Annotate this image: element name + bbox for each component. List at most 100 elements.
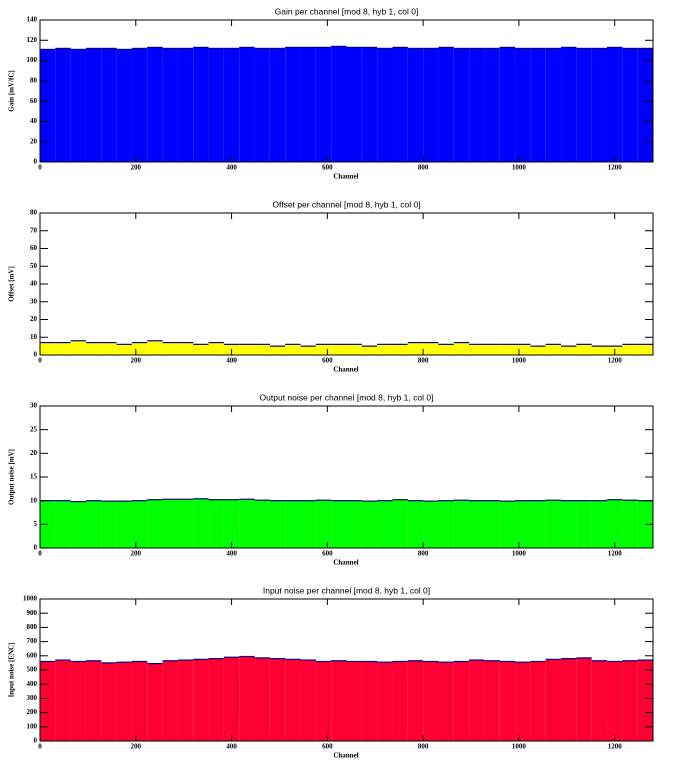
x-tick-label: 200 — [131, 164, 142, 172]
histogram-bar — [315, 500, 332, 548]
histogram-bar — [377, 500, 393, 548]
y-tick-label: 20 — [30, 315, 38, 323]
histogram-bar — [269, 658, 286, 741]
x-tick-label: 1000 — [512, 743, 527, 751]
histogram-bar — [40, 342, 56, 355]
plot-frame — [39, 19, 654, 163]
x-tick-label: 400 — [226, 164, 237, 172]
histogram-bar — [223, 657, 240, 741]
histogram-bar — [361, 346, 378, 355]
histogram-bar — [147, 663, 163, 741]
histogram-bar — [254, 48, 270, 162]
x-tick-label: 200 — [131, 743, 142, 751]
histogram-bar — [116, 501, 132, 548]
histogram-bar — [147, 47, 163, 163]
histogram-bar — [131, 48, 148, 162]
x-axis-label: Channel — [333, 173, 358, 181]
histogram-bar — [239, 499, 255, 548]
histogram-bar — [469, 48, 485, 162]
histogram-bar — [193, 659, 209, 741]
x-tick-label: 600 — [322, 550, 333, 558]
histogram-bar — [300, 500, 316, 548]
y-tick-label: 600 — [27, 651, 38, 659]
histogram-bar — [484, 500, 500, 548]
histogram-bar — [101, 342, 117, 355]
histogram-bar — [392, 661, 408, 741]
x-tick-label: 1000 — [512, 164, 527, 172]
y-tick-label: 0 — [34, 158, 38, 166]
histogram-bar — [622, 48, 638, 162]
histogram-bar — [637, 660, 653, 741]
y-tick-label: 400 — [27, 680, 38, 688]
histogram-bar — [453, 342, 470, 355]
x-tick-label: 600 — [322, 357, 333, 365]
histogram-bar — [131, 342, 148, 355]
histogram-bar — [70, 661, 86, 741]
histogram-bar — [131, 500, 148, 548]
histogram-bar — [315, 661, 332, 741]
histogram-bar — [469, 500, 485, 548]
histogram-bar — [423, 342, 439, 355]
y-tick-label: 200 — [27, 708, 38, 716]
histogram-bar — [162, 660, 178, 741]
y-tick-label: 0 — [34, 351, 38, 359]
chart-title: Offset per channel [mod 8, hyb 1, col 0] — [272, 199, 420, 209]
histogram-bar — [239, 344, 255, 355]
histogram-bar — [70, 49, 86, 162]
histogram-bar — [177, 48, 194, 162]
histogram-bar — [407, 342, 424, 355]
y-tick-label: 900 — [27, 609, 38, 617]
histogram-bar — [331, 344, 347, 355]
histogram-bar — [285, 47, 301, 163]
histogram-bar — [147, 340, 163, 355]
histogram-bar — [55, 48, 71, 162]
x-tick-label: 0 — [38, 357, 42, 365]
histogram-bar — [484, 660, 500, 741]
histogram-bar — [407, 500, 424, 548]
histogram-bar — [116, 662, 132, 741]
histogram-bar — [484, 48, 500, 162]
histogram-bar — [530, 661, 546, 741]
histogram-bar — [637, 344, 653, 355]
histogram-bar — [162, 48, 178, 162]
x-tick-label: 1200 — [608, 743, 623, 751]
y-tick-label: 25 — [30, 425, 38, 433]
histogram-bar — [469, 660, 485, 741]
y-tick-label: 700 — [27, 637, 38, 645]
x-tick-label: 200 — [131, 550, 142, 558]
y-axis-label: Input noise [ENC] — [8, 643, 16, 698]
histogram-bar — [407, 48, 424, 162]
histogram-bar — [269, 500, 286, 548]
histogram-bar — [85, 342, 102, 355]
histogram-bar — [499, 47, 516, 163]
y-tick-label: 140 — [27, 16, 38, 24]
x-tick-label: 600 — [322, 743, 333, 751]
histogram-bar — [377, 344, 393, 355]
histogram-bar — [208, 342, 224, 355]
x-tick-label: 0 — [38, 743, 42, 751]
histogram-bar — [116, 49, 132, 162]
histogram-bar — [55, 500, 71, 548]
histogram-bar — [361, 661, 378, 741]
histogram-bar — [208, 658, 224, 741]
histogram-bar — [545, 659, 562, 741]
histogram-bar — [515, 344, 531, 355]
histogram-bar — [499, 501, 516, 548]
histogram-bar — [607, 499, 623, 548]
histogram-bar — [361, 47, 378, 163]
y-tick-label: 120 — [27, 36, 38, 44]
histogram-bar — [85, 48, 102, 162]
histogram-bar — [162, 342, 178, 355]
histogram-bar — [346, 344, 362, 355]
histogram-bar — [177, 499, 194, 548]
histogram-bar — [576, 657, 592, 741]
histogram-bar — [392, 499, 408, 548]
histogram-bar — [85, 660, 102, 741]
histogram-bar — [85, 500, 102, 548]
histogram-bar — [208, 48, 224, 162]
y-tick-label: 5 — [34, 520, 38, 528]
y-tick-label: 10 — [30, 496, 38, 504]
histogram-bar — [193, 498, 209, 548]
x-tick-label: 0 — [38, 164, 42, 172]
